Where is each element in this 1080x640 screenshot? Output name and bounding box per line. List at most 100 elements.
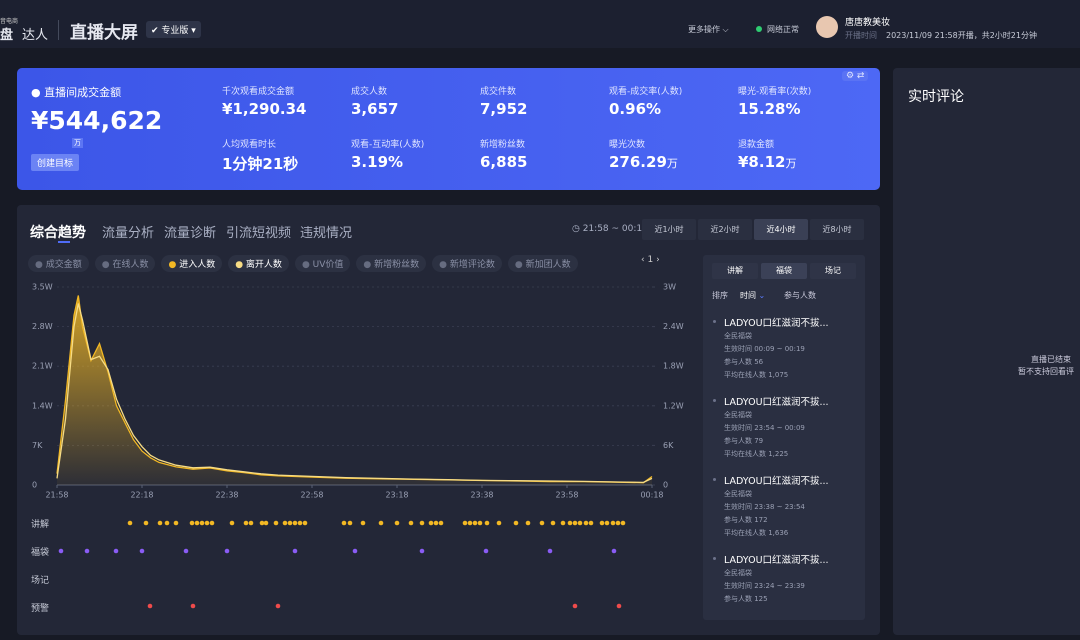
event-dot [615, 520, 621, 526]
stat-value-text: 1分钟21秒 [222, 155, 299, 173]
stat-unit: 万 [785, 157, 797, 170]
event-dot [229, 520, 235, 526]
event-dot [394, 520, 400, 526]
chip-dot: ● [301, 260, 313, 270]
logo-sub: 达人 [22, 28, 49, 43]
side-tab[interactable]: 场记 [810, 263, 856, 279]
metric-chip[interactable]: ● 新加团人数 [507, 255, 578, 272]
event-dot [467, 520, 473, 526]
event-dot [352, 548, 358, 554]
metric-chip[interactable]: ● 新增评论数 [432, 255, 502, 272]
trend-tab[interactable]: 流量分析 [102, 226, 155, 241]
item-type: 全民福袋 [724, 411, 752, 419]
metric-chip[interactable]: ● UV价值 [294, 255, 351, 272]
main-label-text: 直播间成交金额 [44, 86, 122, 99]
network: 网络正常 [767, 25, 799, 34]
start-time: 2023/11/09 21:58开播，共2小时21分钟 [886, 31, 1037, 40]
event-dot [428, 520, 434, 526]
y-tick-label: 1.4W [32, 401, 53, 410]
event-dot [484, 520, 490, 526]
event-dot [438, 520, 444, 526]
event-dot [224, 548, 230, 554]
item-dot [713, 399, 716, 402]
side-tab[interactable]: 福袋 [761, 263, 807, 279]
more-menu[interactable]: 更多操作 ⌵ [688, 25, 729, 34]
event-dot [275, 603, 281, 609]
stat-label: 曝光次数 [609, 140, 646, 150]
stat-value: 0.96% [609, 100, 661, 118]
event-row-label: 讲解 [31, 520, 50, 530]
x-tick-label: 21:58 [45, 491, 68, 500]
stat-label: 成交人数 [351, 87, 388, 97]
event-dot [472, 520, 478, 526]
stat-value-text: 6,885 [480, 153, 528, 171]
stat-value: 7,952 [480, 100, 527, 118]
series-line [56, 295, 653, 484]
stat-value: 1分钟21秒 [222, 153, 298, 174]
metric-chip[interactable]: ● 进入人数 [161, 255, 223, 272]
metric-chip[interactable]: ● 在线人数 [94, 255, 156, 272]
stat-value: 276.29万 [609, 153, 678, 171]
chip-dot: ● [168, 260, 180, 270]
item-dot [713, 557, 716, 560]
item-type: 全民福袋 [724, 569, 752, 577]
event-dot [292, 520, 298, 526]
stat-label: 曝光-观看率(次数) [738, 87, 812, 97]
chip-text: UV价值 [312, 260, 344, 270]
event-dot [567, 520, 573, 526]
item-type: 全民福袋 [724, 332, 752, 340]
metric-chip[interactable]: ● 离开人数 [228, 255, 289, 272]
stat-value-text: 7,952 [480, 100, 528, 118]
y-tick-label: 7K [32, 441, 43, 450]
metric-chip[interactable]: ● 成交金额 [28, 255, 89, 272]
stat-value: 3.19% [351, 153, 403, 171]
time-range: ◷ 21:58 ~ 00:19 [572, 224, 648, 234]
sort-time[interactable]: 时间 ⌄ [740, 291, 766, 300]
event-dot [610, 520, 616, 526]
range-button[interactable]: 近4小时 [754, 219, 808, 240]
item-avg: 平均在线人数 1,636 [724, 529, 789, 537]
badge[interactable]: ✔ 专业版 ▾ [146, 21, 201, 38]
trend-tab[interactable]: 违规情况 [300, 226, 353, 241]
sort-label: 排序 [712, 291, 728, 300]
event-dot [297, 520, 303, 526]
event-dot [341, 520, 347, 526]
event-dot [513, 520, 519, 526]
trend-tab[interactable]: 综合趋势 [30, 225, 86, 241]
event-dot [199, 520, 205, 526]
sort-people[interactable]: 参与人数 [784, 291, 816, 300]
stat-value: 15.28% [738, 100, 800, 118]
event-dot [620, 520, 626, 526]
event-dot [572, 520, 578, 526]
main-value: ¥544,622 [31, 106, 163, 135]
event-dot [259, 520, 265, 526]
settings[interactable]: ⚙ ⇄ [842, 71, 869, 81]
item-dot [713, 478, 716, 481]
event-dot [139, 548, 145, 554]
y2-tick-label: 0 [663, 481, 668, 490]
range-button[interactable]: 近2小时 [698, 219, 752, 240]
range-button[interactable]: 近8小时 [810, 219, 864, 240]
stat-label: 成交件数 [480, 87, 517, 97]
x-tick-label: 23:18 [385, 491, 408, 500]
event-row-label: 场记 [31, 576, 50, 586]
stat-label: 千次观看成交金额 [222, 87, 295, 97]
event-dot [360, 520, 366, 526]
avatar [816, 16, 838, 38]
pager[interactable]: ‹ 1 › [641, 255, 660, 265]
side-tab[interactable]: 讲解 [712, 263, 758, 279]
item-avg: 平均在线人数 1,225 [724, 450, 789, 458]
goal-button[interactable]: 创建目标 [31, 154, 80, 171]
metric-chip[interactable]: ● 新增粉丝数 [356, 255, 427, 272]
y-tick-label: 3.5W [32, 283, 53, 292]
stat-label: 退款金额 [738, 140, 775, 150]
item-avg: 平均在线人数 1,075 [724, 371, 789, 379]
x-tick-label: 22:18 [130, 491, 153, 500]
trend-tab[interactable]: 引流短视频 [226, 226, 292, 241]
item-people: 参与人数 125 [724, 595, 768, 603]
x-tick-label: 00:18 [640, 491, 663, 500]
event-dot [462, 520, 468, 526]
range-button[interactable]: 近1小时 [642, 219, 696, 240]
trend-tab[interactable]: 流量诊断 [164, 226, 217, 241]
logo: 盘 [0, 28, 14, 43]
